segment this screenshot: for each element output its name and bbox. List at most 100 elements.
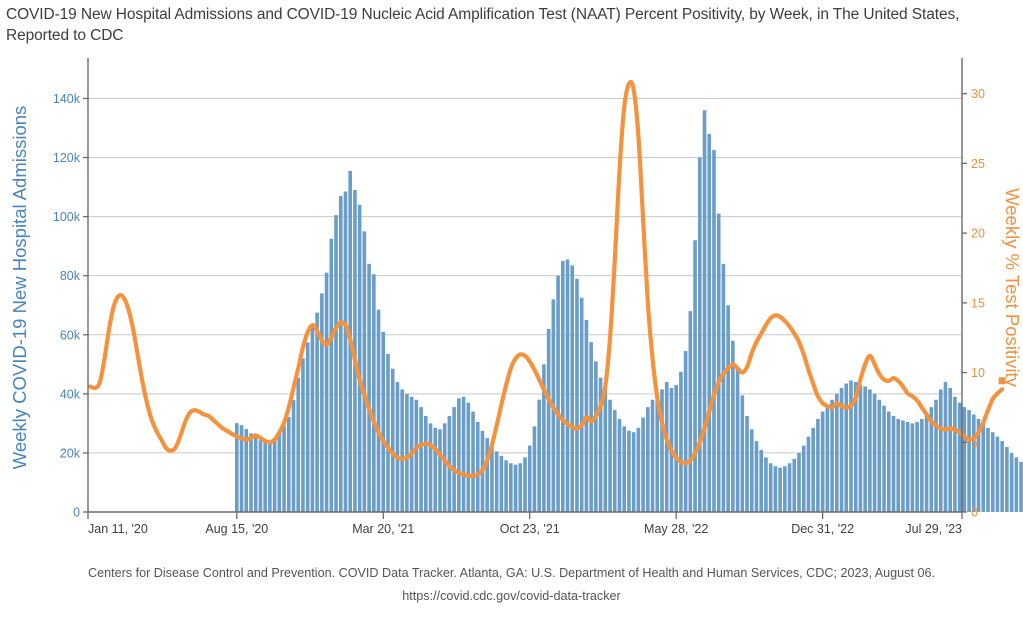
- bar: [589, 342, 593, 512]
- bar: [499, 455, 504, 513]
- left-axis-tick-labels: 0 20k 40k 60k 80k 100k 120k 140k: [53, 92, 81, 520]
- bar: [622, 426, 627, 512]
- bar: [641, 417, 645, 512]
- bar: [938, 389, 943, 512]
- bar: [523, 457, 527, 512]
- bar: [707, 133, 712, 512]
- footer: Centers for Disease Control and Preventi…: [0, 562, 1023, 608]
- bar: [471, 411, 475, 512]
- bar: [1005, 447, 1009, 512]
- bar: [948, 387, 952, 512]
- bar: [891, 416, 896, 512]
- bar: [834, 393, 839, 512]
- bar: [825, 405, 830, 512]
- bar: [249, 433, 253, 512]
- bar: [863, 386, 867, 512]
- bar: [768, 463, 773, 512]
- bar: [320, 293, 324, 512]
- bar: [1014, 457, 1019, 512]
- bar: [683, 351, 688, 512]
- bar-series: [235, 110, 1023, 513]
- bar: [787, 463, 792, 512]
- bar: [612, 410, 617, 512]
- bar: [924, 414, 929, 512]
- left-tick-label: 80k: [60, 269, 81, 283]
- bar: [839, 387, 844, 512]
- bar: [981, 423, 986, 512]
- bar: [532, 426, 537, 512]
- bar: [844, 383, 849, 512]
- footer-citation: Centers for Disease Control and Preventi…: [88, 566, 935, 580]
- bar: [296, 377, 301, 512]
- bar: [457, 398, 461, 512]
- left-tick-label: 120k: [53, 151, 81, 165]
- bar: [376, 309, 381, 512]
- right-tick-label: 20: [971, 227, 985, 241]
- bar: [428, 423, 433, 512]
- bar: [315, 312, 319, 512]
- bar: [282, 426, 286, 512]
- bar: [594, 361, 598, 512]
- bar: [310, 327, 315, 512]
- bar: [990, 432, 995, 512]
- bar: [962, 407, 967, 512]
- bar: [253, 437, 258, 512]
- bar: [1009, 452, 1014, 512]
- bar: [778, 467, 782, 512]
- right-tick-label: 15: [971, 296, 985, 310]
- bar: [882, 405, 886, 512]
- page-title: COVID-19 New Hospital Admissions and COV…: [6, 6, 960, 44]
- bar: [726, 305, 730, 512]
- bar: [702, 110, 707, 512]
- bar: [797, 452, 801, 512]
- bar: [646, 407, 650, 512]
- positivity-line-series: [88, 79, 1005, 479]
- bar: [995, 436, 1000, 512]
- bar: [806, 436, 811, 512]
- bar: [386, 353, 390, 512]
- bar: [608, 399, 612, 512]
- bar: [721, 263, 726, 512]
- bar: [504, 460, 508, 512]
- bar: [235, 423, 239, 512]
- bar: [1000, 441, 1004, 512]
- bar: [745, 416, 749, 512]
- bar: [258, 440, 263, 512]
- bar: [372, 274, 376, 512]
- bar: [494, 451, 499, 512]
- bar: [929, 407, 934, 512]
- line-end-marker: [998, 377, 1006, 385]
- left-tick-label: 140k: [53, 92, 81, 106]
- bar: [438, 429, 442, 512]
- bar: [461, 396, 466, 512]
- x-tick-label: Mar 20, '21: [352, 522, 414, 536]
- bar: [509, 463, 513, 512]
- bar: [334, 215, 338, 512]
- bar: [631, 432, 636, 512]
- bar: [716, 213, 721, 512]
- bar: [286, 416, 291, 512]
- bar: [414, 399, 419, 512]
- bar: [858, 384, 863, 512]
- bar: [920, 418, 924, 512]
- bar: [811, 427, 815, 512]
- bar: [395, 382, 400, 512]
- bar: [986, 427, 990, 512]
- bar: [905, 421, 910, 512]
- bar: [603, 389, 608, 512]
- bar: [1019, 461, 1023, 512]
- bar: [636, 427, 641, 512]
- bar: [527, 445, 532, 512]
- bar: [343, 191, 348, 512]
- x-axis-tick-labels: Jan 11, '20 Aug 15, '20 Mar 20, '21 Oct 23,…: [88, 522, 962, 536]
- bar: [362, 231, 367, 513]
- bar: [272, 439, 277, 512]
- bar: [674, 384, 678, 512]
- bar: [655, 396, 660, 512]
- bar: [910, 423, 915, 512]
- bar: [560, 260, 565, 512]
- bar: [953, 396, 957, 512]
- bar: [490, 445, 494, 512]
